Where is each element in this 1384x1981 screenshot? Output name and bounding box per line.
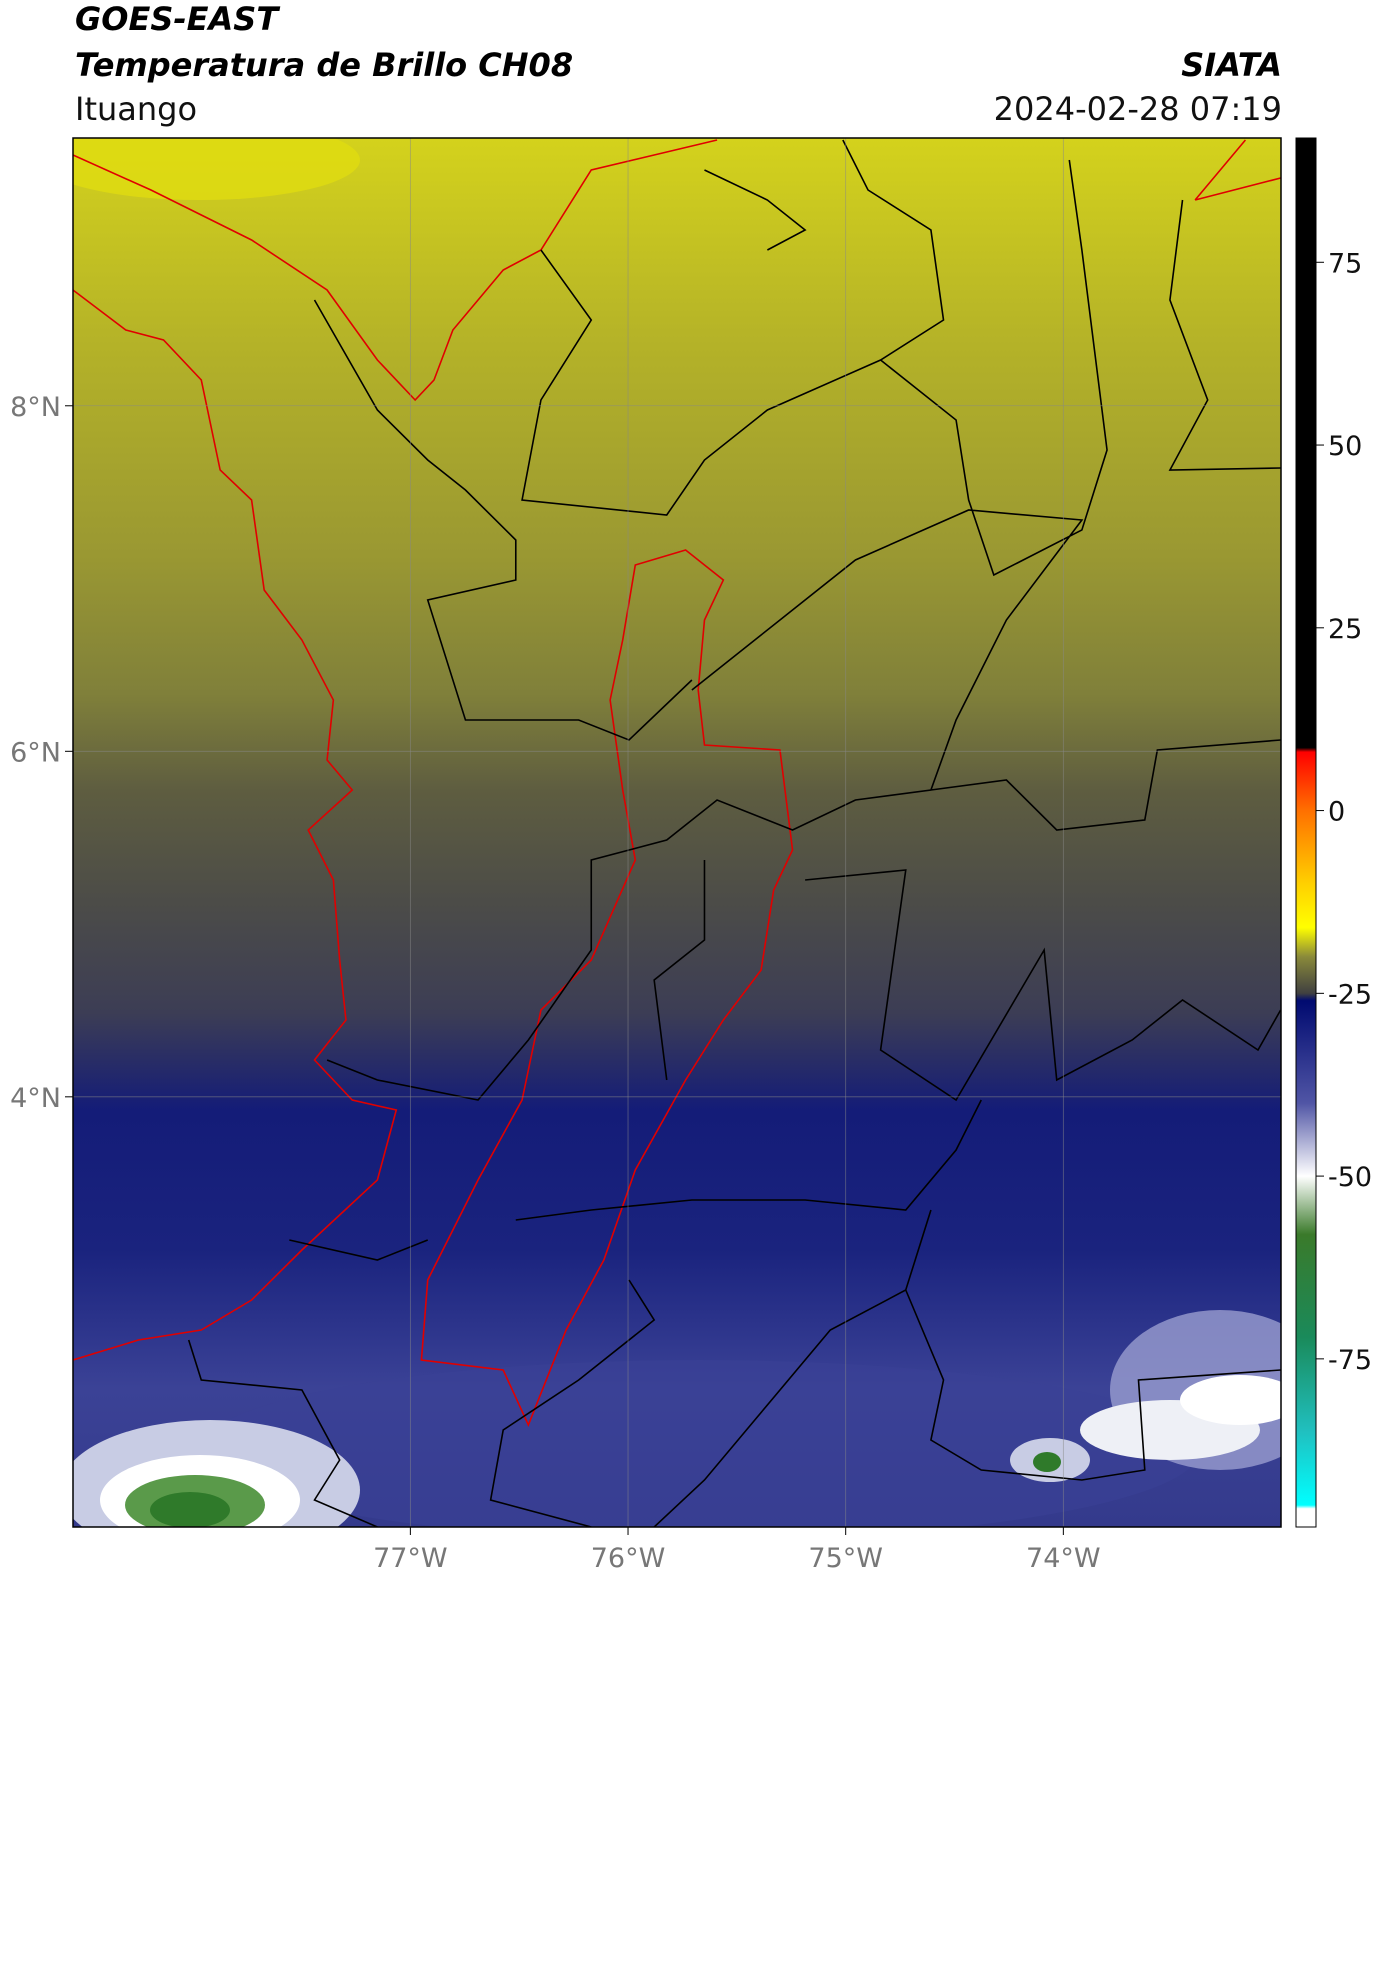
x-tick-label: 74°W: [1026, 1543, 1101, 1574]
x-tick-label: 77°W: [373, 1543, 448, 1574]
datetime: 2024-02-28 07:19: [994, 90, 1282, 128]
colorbar: [1295, 137, 1317, 1528]
map-image: [73, 138, 1281, 1527]
colorbar-tick-label: -25: [1328, 979, 1372, 1010]
subtitle: Temperatura de Brillo CH08: [75, 46, 573, 84]
colorbar-tick-label: -75: [1328, 1345, 1372, 1376]
colorbar-tick-label: 25: [1328, 614, 1362, 645]
x-tick-label: 75°W: [808, 1543, 883, 1574]
colorbar-tick-label: 0: [1328, 797, 1345, 828]
map-frame: [72, 137, 1282, 1528]
colorbar-tick-label: 75: [1328, 248, 1362, 279]
agency: SIATA: [1181, 46, 1282, 84]
x-tick-label: 76°W: [591, 1543, 666, 1574]
y-tick-label: 6°N: [10, 737, 61, 768]
title: GOES-EAST: [75, 0, 280, 38]
y-tick-label: 8°N: [10, 392, 61, 423]
location: Ituango: [75, 90, 197, 128]
colorbar-tick-label: -50: [1328, 1162, 1372, 1193]
colorbar-tick-label: 50: [1328, 431, 1362, 462]
y-tick-label: 4°N: [10, 1083, 61, 1114]
